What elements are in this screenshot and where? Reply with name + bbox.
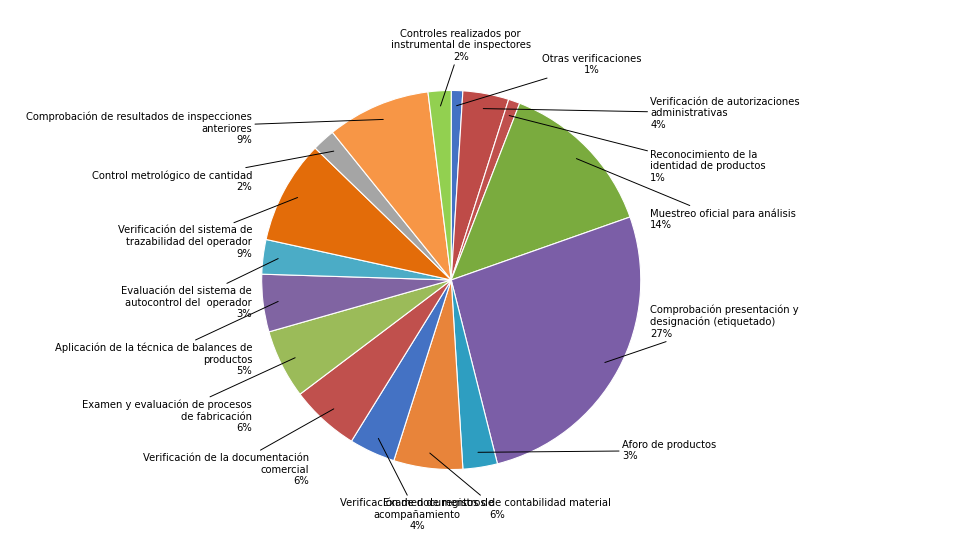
Text: Controles realizados por
instrumental de inspectores
2%: Controles realizados por instrumental de…: [391, 29, 531, 106]
Text: Aforo de productos
3%: Aforo de productos 3%: [478, 440, 716, 461]
Wedge shape: [451, 217, 641, 464]
Wedge shape: [316, 132, 451, 280]
Wedge shape: [451, 91, 463, 280]
Text: Evaluación del sistema de
autocontrol del  operador
3%: Evaluación del sistema de autocontrol de…: [122, 259, 278, 319]
Text: Aplicación de la técnica de balances de
productos
5%: Aplicación de la técnica de balances de …: [55, 301, 278, 376]
Wedge shape: [262, 240, 451, 280]
Wedge shape: [262, 274, 451, 332]
Text: Examen y evaluación de procesos
de fabricación
6%: Examen y evaluación de procesos de fabri…: [82, 358, 295, 433]
Wedge shape: [332, 92, 451, 280]
Text: Reconocimiento de la
identidad de productos
1%: Reconocimiento de la identidad de produc…: [510, 115, 766, 183]
Text: Comprobación de resultados de inspecciones
anteriores
9%: Comprobación de resultados de inspeccion…: [26, 111, 383, 145]
Wedge shape: [451, 91, 509, 280]
Text: Verificación del sistema de
trazabilidad del operador
9%: Verificación del sistema de trazabilidad…: [118, 198, 298, 259]
Wedge shape: [394, 280, 463, 469]
Wedge shape: [352, 280, 451, 461]
Text: Control metrológico de cantidad
2%: Control metrológico de cantidad 2%: [92, 151, 334, 193]
Text: Examen de registros de contabilidad material
6%: Examen de registros de contabilidad mate…: [383, 453, 611, 520]
Wedge shape: [269, 280, 451, 394]
Wedge shape: [451, 99, 519, 280]
Wedge shape: [451, 103, 630, 280]
Text: Verificación de la documentación
comercial
6%: Verificación de la documentación comerci…: [143, 409, 334, 486]
Text: Comprobación presentación y
designación (etiquetado)
27%: Comprobación presentación y designación …: [605, 305, 799, 362]
Wedge shape: [267, 148, 451, 280]
Wedge shape: [451, 280, 498, 469]
Text: Muestreo oficial para análisis
14%: Muestreo oficial para análisis 14%: [576, 158, 796, 230]
Text: Verificación de documentos de
acompañamiento
4%: Verificación de documentos de acompañami…: [340, 438, 494, 531]
Wedge shape: [300, 280, 451, 441]
Wedge shape: [428, 91, 451, 280]
Text: Otras verificaciones
1%: Otras verificaciones 1%: [457, 54, 641, 106]
Text: Verificación de autorizaciones
administrativas
4%: Verificación de autorizaciones administr…: [483, 97, 800, 130]
